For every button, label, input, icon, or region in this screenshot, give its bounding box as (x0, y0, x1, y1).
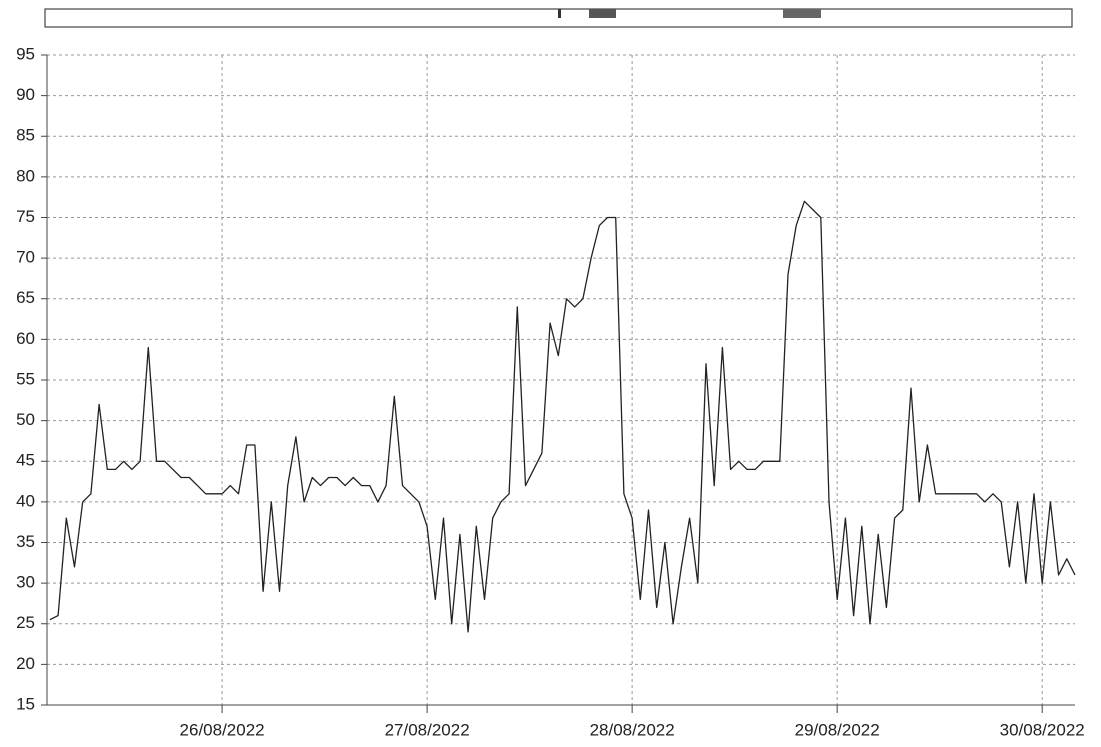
y-tick-label: 75 (16, 207, 35, 226)
y-tick-label: 30 (16, 573, 35, 592)
y-tick-label: 25 (16, 613, 35, 632)
x-tick-label: 26/08/2022 (180, 720, 265, 739)
x-tick-label: 30/08/2022 (1000, 720, 1085, 739)
y-tick-label: 45 (16, 451, 35, 470)
overview-marker (783, 9, 821, 18)
overview-marker (558, 9, 561, 18)
y-tick-label: 40 (16, 491, 35, 510)
y-tick-label: 20 (16, 654, 35, 673)
y-tick-label: 55 (16, 369, 35, 388)
data-line (49, 200, 1076, 633)
x-tick-label: 29/08/2022 (795, 720, 880, 739)
y-tick-label: 95 (16, 44, 35, 63)
y-tick-label: 60 (16, 329, 35, 348)
x-tick-label: 27/08/2022 (385, 720, 470, 739)
y-tick-label: 90 (16, 85, 35, 104)
x-tick-label: 28/08/2022 (590, 720, 675, 739)
y-tick-label: 80 (16, 166, 35, 185)
y-tick-label: 65 (16, 288, 35, 307)
y-tick-label: 70 (16, 248, 35, 267)
y-tick-label: 35 (16, 532, 35, 551)
overview-marker (589, 9, 616, 18)
y-tick-label: 50 (16, 410, 35, 429)
y-tick-label: 15 (16, 694, 35, 713)
y-tick-label: 85 (16, 126, 35, 145)
